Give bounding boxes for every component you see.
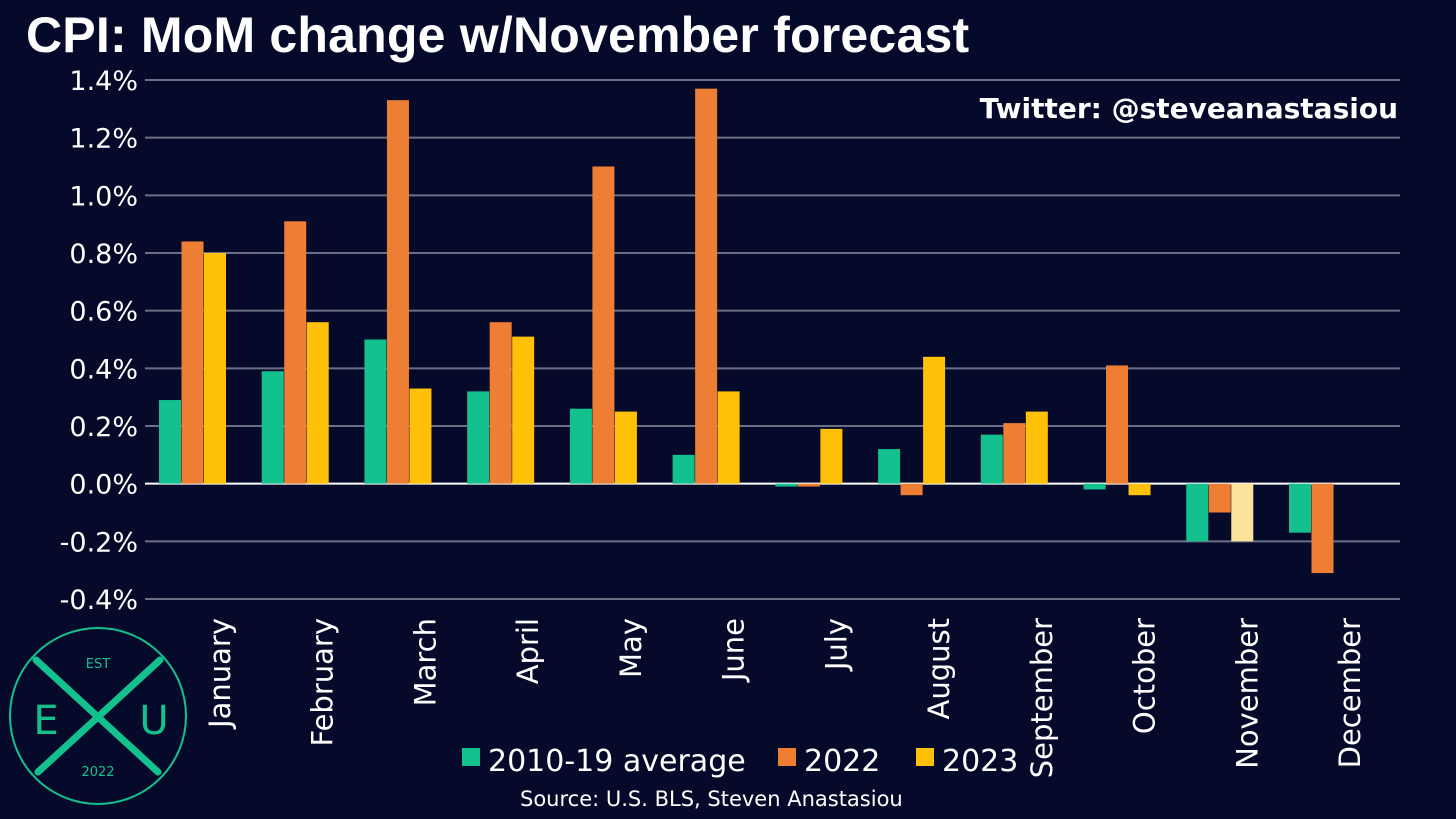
x-tick-label: July	[819, 618, 853, 672]
x-tick-label: June	[717, 618, 751, 683]
legend-swatch	[462, 748, 480, 766]
bar-2010-19-average-october	[1083, 483, 1106, 490]
logo-e: E	[33, 698, 58, 744]
logo-u: U	[139, 698, 168, 744]
bar-2022-december	[1311, 483, 1334, 574]
bar-2010-19-average-february	[261, 371, 284, 484]
bar-2023-october	[1128, 483, 1151, 496]
bar-2023-june	[717, 391, 740, 484]
x-tick-label: January	[203, 618, 237, 730]
legend-swatch	[778, 748, 796, 766]
y-tick-label: -0.2%	[60, 527, 138, 558]
x-tick-label: March	[408, 618, 442, 706]
bar-2023-september	[1025, 411, 1048, 484]
bar-2022-january	[181, 241, 204, 484]
bar-2010-19-average-november	[1186, 483, 1209, 542]
y-tick-label: 1.4%	[69, 66, 138, 97]
x-tick-label: December	[1333, 618, 1367, 768]
x-axis-ticks: January February March April May June July Augu…	[203, 618, 1367, 778]
y-tick-label: 1.2%	[69, 124, 138, 155]
bar-2022-march	[386, 100, 409, 484]
legend-label: 2022	[804, 744, 880, 779]
logo-cross-2	[34, 656, 164, 776]
bar-2022-july	[797, 483, 820, 487]
x-tick-label: November	[1230, 618, 1264, 769]
legend-label: 2010-19 average	[488, 744, 746, 779]
logo-ring	[9, 627, 187, 805]
bar-2022-may	[592, 166, 615, 484]
bar-2022-april	[489, 322, 512, 484]
y-tick-label: -0.4%	[60, 585, 138, 616]
bar-2010-19-average-july	[775, 483, 798, 487]
bar-2010-19-average-may	[569, 408, 592, 484]
bars	[159, 88, 1334, 574]
bar-2023-july	[820, 428, 843, 484]
bar-2022-september	[1003, 423, 1026, 484]
bar-2010-19-average-june	[672, 454, 695, 484]
bar-2022-february	[284, 221, 307, 484]
y-tick-label: 1.0%	[69, 181, 138, 212]
x-tick-label: August	[922, 618, 956, 720]
legend-label: 2023	[942, 744, 1018, 779]
bar-2022-october	[1106, 365, 1129, 484]
bar-2023-april	[512, 336, 535, 484]
bar-2010-19-average-december	[1289, 483, 1311, 533]
bar-2023-january	[204, 253, 226, 484]
y-axis-ticks: -0.4% -0.2% 0.0% 0.2% 0.4% 0.6% 0.8% 1.0% 1.2% 1.…	[60, 66, 138, 616]
bar-2022-june	[695, 88, 718, 484]
y-tick-label: 0.4%	[69, 354, 138, 385]
x-tick-label: February	[306, 618, 340, 747]
logo-est: EST	[86, 657, 110, 672]
chart-title: CPI: MoM change w/November forecast	[26, 7, 970, 63]
logo-year: 2022	[81, 765, 114, 780]
bar-2023-march	[409, 388, 432, 484]
x-tick-label: May	[614, 618, 648, 678]
bar-2022-august	[900, 483, 923, 496]
bar-2023-november	[1231, 483, 1254, 542]
bar-2010-19-average-january	[159, 400, 181, 484]
bar-2010-19-average-march	[364, 339, 387, 484]
y-tick-label: 0.0%	[69, 470, 138, 501]
y-tick-label: 0.8%	[69, 239, 138, 270]
legend-swatch	[916, 748, 934, 766]
bar-2023-august	[923, 356, 946, 484]
bar-2010-19-average-september	[980, 434, 1003, 484]
exu-logo: EST E U 2022	[9, 627, 187, 805]
bar-2023-february	[306, 322, 329, 484]
x-tick-label: September	[1025, 618, 1059, 778]
source-note: Source: U.S. BLS, Steven Anastasiou	[520, 787, 903, 811]
bar-2022-november	[1208, 483, 1231, 513]
bar-2023-may	[614, 411, 637, 484]
twitter-handle: Twitter: @steveanastasiou	[979, 92, 1398, 125]
x-tick-label: October	[1128, 618, 1162, 734]
bar-2010-19-average-august	[878, 449, 901, 484]
legend: 2010-19 average 2022 2023	[462, 744, 1018, 779]
x-tick-label: April	[511, 618, 545, 684]
gridlines	[145, 79, 1400, 600]
y-tick-label: 0.2%	[69, 412, 138, 443]
bar-2010-19-average-april	[467, 391, 490, 484]
y-tick-label: 0.6%	[69, 297, 138, 328]
